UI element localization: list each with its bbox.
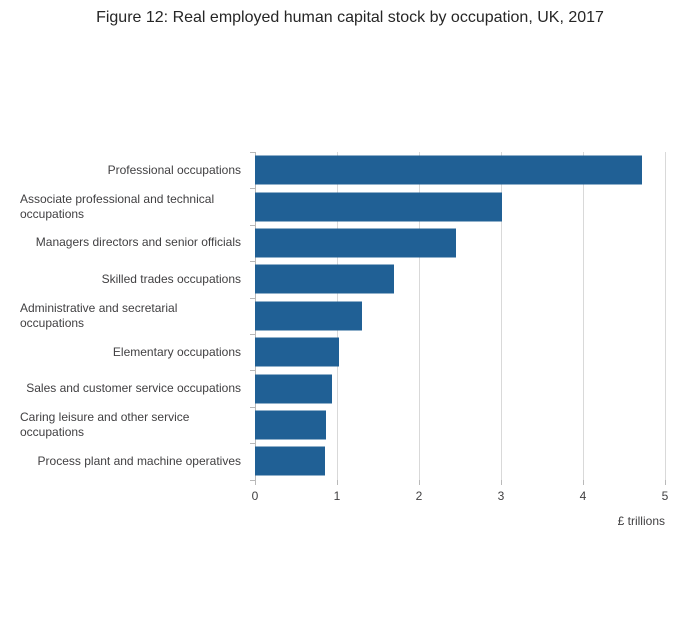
chart-row: Sales and customer service occupations [10, 370, 665, 406]
bar-track [255, 334, 665, 370]
bar [255, 410, 327, 440]
x-axis-tick [664, 480, 666, 485]
bar [255, 374, 333, 404]
chart-row: Associate professional and technical occ… [10, 188, 665, 224]
x-axis: 0 1 2 3 4 5 [251, 480, 668, 510]
bar [255, 446, 325, 476]
x-axis-tick [418, 480, 420, 485]
category-label-text: Associate professional and technical occ… [20, 191, 215, 221]
category-label-text: Sales and customer service occupations [26, 381, 241, 396]
bar [255, 337, 340, 367]
bar-track [255, 370, 665, 406]
bar-track [255, 188, 665, 224]
chart-row: Caring leisure and other service occupat… [10, 407, 665, 443]
bar [255, 155, 643, 185]
chart-row: Process plant and machine operatives [10, 443, 665, 479]
x-tick-label: 4 [579, 489, 587, 503]
category-label-text: Managers directors and senior officials [35, 235, 241, 250]
x-tick-label: 2 [415, 489, 423, 503]
category-label: Administrative and secretarial occupatio… [10, 301, 255, 331]
bar [255, 264, 395, 294]
x-tick-label: 5 [661, 489, 669, 503]
category-label: Professional occupations [10, 163, 255, 178]
plot-area: Professional occupations Associate profes… [10, 152, 665, 480]
bar-track [255, 443, 665, 479]
category-label-text: Elementary occupations [112, 344, 241, 359]
category-label-text: Caring leisure and other service occupat… [20, 409, 190, 439]
x-axis-tick [500, 480, 502, 485]
bar-track [255, 152, 665, 188]
category-label: Process plant and machine operatives [10, 454, 255, 469]
chart-row: Skilled trades occupations [10, 261, 665, 297]
bar [255, 192, 502, 222]
bar-track [255, 225, 665, 261]
bar-chart: Professional occupations Associate profes… [10, 152, 690, 528]
x-axis-tick [254, 480, 256, 485]
x-tick-label: 3 [497, 489, 505, 503]
category-label: Associate professional and technical occ… [10, 192, 255, 222]
category-label: Managers directors and senior officials [10, 235, 255, 250]
chart-title: Figure 12: Real employed human capital s… [96, 9, 604, 26]
category-label-text: Administrative and secretarial occupatio… [20, 300, 178, 330]
chart-row: Elementary occupations [10, 334, 665, 370]
category-label-text: Skilled trades occupations [101, 271, 241, 286]
x-axis-tick [336, 480, 338, 485]
x-axis-tick [582, 480, 584, 485]
chart-row: Professional occupations [10, 152, 665, 188]
x-axis-label: £ trillions [617, 514, 665, 528]
category-label-text: Process plant and machine operatives [37, 453, 241, 468]
category-label: Elementary occupations [10, 345, 255, 360]
x-tick-label: 1 [333, 489, 341, 503]
category-label: Sales and customer service occupations [10, 381, 255, 396]
bar-track [255, 261, 665, 297]
bar [255, 228, 456, 258]
category-label: Skilled trades occupations [10, 272, 255, 287]
chart-row: Administrative and secretarial occupatio… [10, 298, 665, 334]
x-tick-label: 0 [251, 489, 259, 503]
bar [255, 301, 363, 331]
category-label: Caring leisure and other service occupat… [10, 410, 255, 440]
category-label-text: Professional occupations [107, 162, 241, 177]
chart-row: Managers directors and senior officials [10, 225, 665, 261]
bar-track [255, 407, 665, 443]
bar-track [255, 298, 665, 334]
